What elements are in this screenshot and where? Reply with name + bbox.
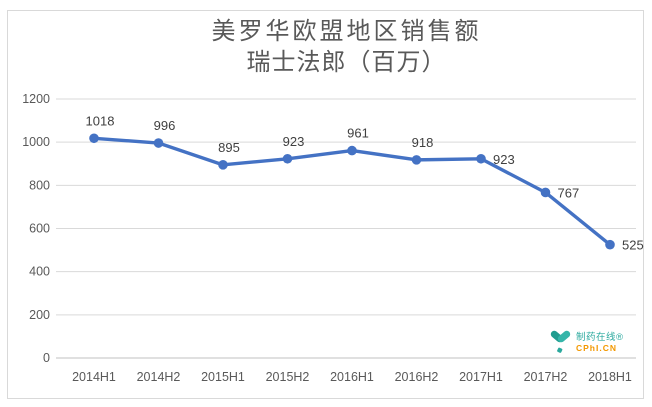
x-tick-label: 2014H1 [72, 370, 116, 384]
x-tick-label: 2018H1 [588, 370, 632, 384]
brand-name-en: CPhI.CN [576, 342, 617, 353]
pill-icon [550, 330, 571, 353]
data-point-marker [411, 155, 422, 165]
x-tick-label: 2014H2 [137, 370, 181, 384]
data-point-marker [282, 153, 293, 164]
data-label: 1018 [86, 113, 115, 128]
y-tick-label: 1200 [22, 92, 50, 106]
y-tick-label: 800 [29, 178, 50, 192]
data-point-marker [347, 145, 357, 156]
y-tick-label: 400 [29, 265, 50, 279]
data-point-marker [540, 187, 551, 198]
x-tick-label: 2017H1 [459, 370, 503, 384]
data-point-marker [153, 138, 164, 148]
y-tick-label: 600 [29, 222, 50, 236]
x-tick-label: 2015H1 [201, 370, 245, 384]
brand-name-cn: 制药在线® [576, 332, 624, 344]
watermark-logo: 制药在线® CPhI.CN [548, 329, 640, 357]
data-point-marker [605, 239, 615, 250]
chart-title-block: 美罗华欧盟地区销售额 瑞士法郎（百万） [56, 17, 637, 78]
data-label: 923 [493, 152, 515, 167]
data-label: 996 [154, 118, 176, 133]
y-tick-label: 1000 [22, 135, 50, 149]
data-label: 525 [622, 238, 644, 253]
y-tick-label: 200 [29, 308, 50, 322]
x-tick-label: 2015H2 [266, 370, 310, 384]
data-label: 923 [283, 134, 305, 149]
chart-title: 美罗华欧盟地区销售额 [211, 18, 482, 45]
x-tick-label: 2017H2 [524, 370, 568, 384]
data-label: 767 [558, 185, 580, 200]
x-tick-label: 2016H1 [330, 370, 374, 384]
chart-frame [7, 10, 644, 399]
data-point-marker [89, 133, 99, 144]
data-point-marker [218, 160, 228, 170]
data-label: 961 [347, 126, 369, 141]
chart-subtitle: 瑞士法郎（百万） [246, 49, 447, 76]
data-point-marker [476, 153, 486, 164]
y-tick-label: 0 [43, 351, 50, 365]
x-tick-label: 2016H2 [395, 370, 439, 384]
data-label: 895 [218, 140, 240, 155]
data-label: 918 [412, 135, 434, 150]
